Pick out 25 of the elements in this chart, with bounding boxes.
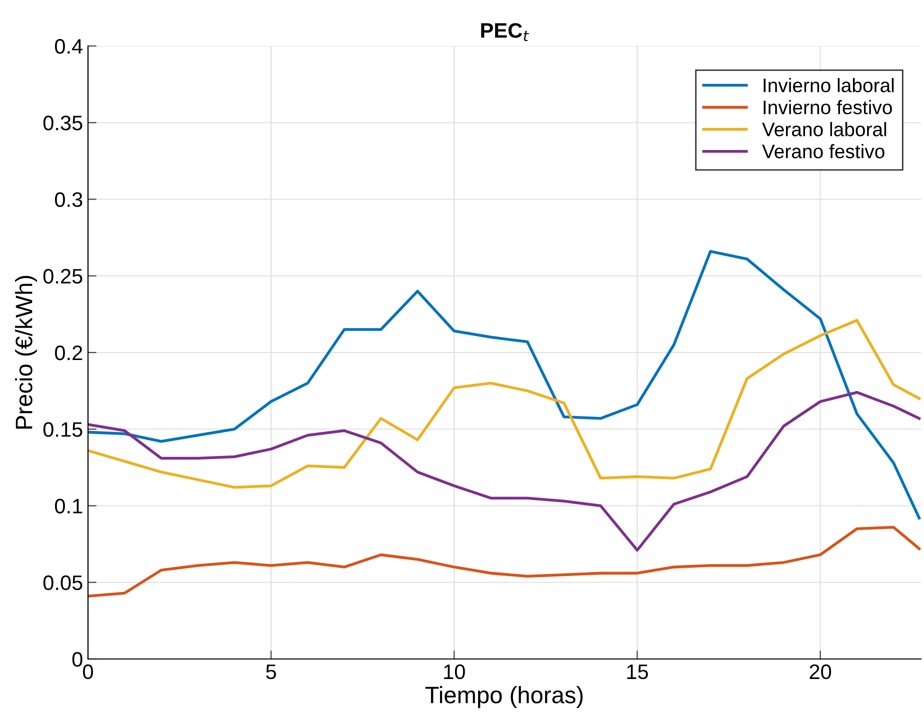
y-tick-label: 0.2 bbox=[54, 346, 82, 360]
legend-label: Invierno festivo bbox=[764, 100, 892, 114]
x-tick-label: 0 bbox=[83, 664, 93, 680]
y-tick-label: 0.1 bbox=[54, 498, 82, 514]
x-tick-label: 10 bbox=[444, 664, 465, 680]
x-tick-label: 20 bbox=[810, 664, 832, 680]
y-tick-label: 0.3 bbox=[54, 192, 82, 208]
y-tick-label: 0.35 bbox=[43, 116, 82, 130]
line-series bbox=[88, 390, 921, 552]
x-tick-label: 5 bbox=[266, 664, 276, 680]
y-axis-title: Precio (€/kWh) bbox=[15, 276, 38, 429]
legend-label: Verano festivo bbox=[762, 144, 884, 158]
chart-title: PEC$_{t}$ bbox=[481, 23, 530, 42]
line-series bbox=[88, 318, 921, 489]
line-series bbox=[88, 526, 921, 598]
y-tick-label: 0 bbox=[72, 652, 82, 667]
y-tick-label: 0.15 bbox=[43, 422, 82, 437]
y-tick-label: 0.05 bbox=[43, 575, 82, 590]
y-tick-label: 0.4 bbox=[54, 39, 83, 54]
legend-label: Verano laboral bbox=[762, 122, 886, 136]
x-axis-title: Tiempo (horas) bbox=[425, 686, 583, 708]
x-tick-label: 15 bbox=[627, 664, 648, 680]
line-series bbox=[88, 250, 921, 520]
y-tick-label: 0.25 bbox=[43, 268, 82, 284]
legend-label: Invierno laboral bbox=[764, 78, 894, 92]
